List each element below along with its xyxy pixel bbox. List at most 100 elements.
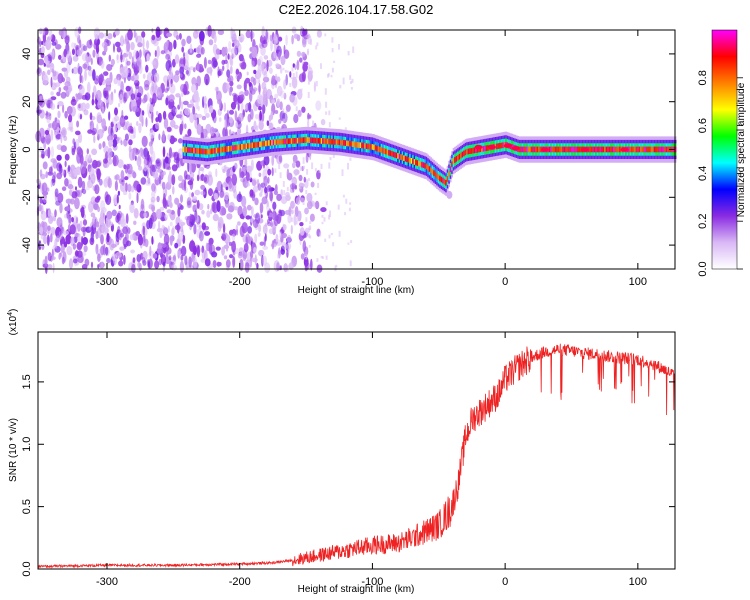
ridge-cell xyxy=(211,148,213,155)
noise-speckle xyxy=(146,53,151,62)
noise-speckle xyxy=(47,209,52,218)
noise-speckle xyxy=(135,32,138,43)
noise-speckle xyxy=(200,47,205,55)
noise-speckle xyxy=(52,215,57,222)
noise-speckle xyxy=(41,40,44,46)
noise-speckle xyxy=(50,76,53,88)
ridge-cell xyxy=(262,141,264,147)
noise-speckle xyxy=(189,240,196,252)
noise-speckle xyxy=(196,62,200,71)
noise-speckle xyxy=(217,222,222,233)
noise-speckle xyxy=(36,67,43,77)
ridge-cell xyxy=(463,150,465,157)
ridge-cell xyxy=(466,148,468,155)
noise-speckle xyxy=(320,63,322,69)
noise-speckle xyxy=(192,106,196,115)
noise-speckle xyxy=(168,147,173,159)
noise-speckle xyxy=(196,123,202,135)
ridge-cell xyxy=(632,146,635,153)
noise-speckle xyxy=(118,204,121,210)
noise-speckle xyxy=(88,167,95,177)
noise-speckle xyxy=(254,233,258,244)
noise-speckle xyxy=(103,71,109,76)
noise-speckle xyxy=(318,169,321,173)
ridge-cell xyxy=(611,146,614,153)
noise-speckle xyxy=(341,169,344,176)
noise-speckle xyxy=(59,202,63,214)
noise-speckle xyxy=(264,233,267,242)
noise-speckle xyxy=(266,60,269,72)
noise-speckle xyxy=(77,254,84,264)
noise-speckle xyxy=(171,264,178,271)
noise-speckle xyxy=(128,145,132,153)
noise-speckle xyxy=(120,170,125,180)
ridge-cell xyxy=(214,147,216,154)
noise-speckle xyxy=(328,122,331,128)
noise-speckle xyxy=(240,171,245,179)
ridge-cell xyxy=(527,146,530,153)
noise-speckle xyxy=(42,74,49,86)
noise-speckle xyxy=(151,60,156,66)
noise-speckle xyxy=(68,114,73,123)
ridge-cell xyxy=(484,145,486,152)
colorbar-gradient xyxy=(712,30,737,269)
noise-speckle xyxy=(130,185,135,193)
noise-speckle xyxy=(200,191,206,196)
noise-speckle xyxy=(132,105,139,113)
snr-scale-prefix: (x10 xyxy=(8,315,19,335)
ridge-cell xyxy=(302,137,305,143)
noise-speckle xyxy=(273,190,278,196)
ridge-cell xyxy=(344,140,347,146)
noise-speckle xyxy=(279,209,286,217)
ridge-cell xyxy=(281,138,284,145)
snr-scale-label: (x104) xyxy=(7,309,19,336)
noise-speckle xyxy=(142,235,146,247)
ridge-cell xyxy=(634,146,636,153)
noise-speckle xyxy=(67,126,72,131)
ridge-cell xyxy=(371,144,374,150)
noise-speckle xyxy=(229,201,235,212)
noise-speckle xyxy=(124,176,129,181)
noise-speckle xyxy=(307,91,310,98)
noise-speckle xyxy=(349,157,352,161)
ridge-cell xyxy=(455,156,458,162)
ridge-cell xyxy=(403,155,405,161)
ridge-cell xyxy=(400,154,402,160)
noise-speckle xyxy=(39,226,43,235)
ridge-cell xyxy=(608,146,611,153)
noise-speckle xyxy=(167,134,171,141)
noise-speckle xyxy=(159,231,163,238)
noise-speckle xyxy=(45,39,52,51)
noise-speckle xyxy=(58,54,62,60)
noise-speckle xyxy=(245,236,249,246)
ridge-cell xyxy=(446,176,449,182)
ridge-cell xyxy=(619,146,621,153)
noise-speckle xyxy=(133,148,140,155)
noise-speckle xyxy=(304,207,309,215)
noise-speckle xyxy=(193,30,199,39)
noise-speckle xyxy=(244,89,249,97)
noise-speckle xyxy=(229,80,234,87)
noise-speckle xyxy=(123,243,127,250)
noise-speckle xyxy=(113,77,118,85)
noise-speckle xyxy=(286,264,289,272)
ridge-cell xyxy=(193,147,195,154)
noise-speckle xyxy=(225,166,230,173)
noise-speckle xyxy=(149,129,155,139)
noise-speckle xyxy=(130,93,135,101)
ridge-cell xyxy=(610,146,612,153)
spectrogram-y-label: Frequency (Hz) xyxy=(8,116,19,185)
noise-speckle xyxy=(81,180,86,191)
noise-speckle xyxy=(44,129,50,136)
noise-speckle xyxy=(261,81,267,90)
noise-speckle xyxy=(316,30,322,38)
noise-speckle xyxy=(60,133,63,144)
noise-speckle xyxy=(348,207,351,212)
noise-speckle xyxy=(64,160,67,168)
noise-speckle xyxy=(316,42,319,47)
noise-speckle xyxy=(229,58,234,67)
noise-speckle xyxy=(158,175,162,185)
noise-speckle xyxy=(149,245,152,257)
noise-speckle xyxy=(260,214,263,219)
ridge-cell xyxy=(190,147,192,154)
